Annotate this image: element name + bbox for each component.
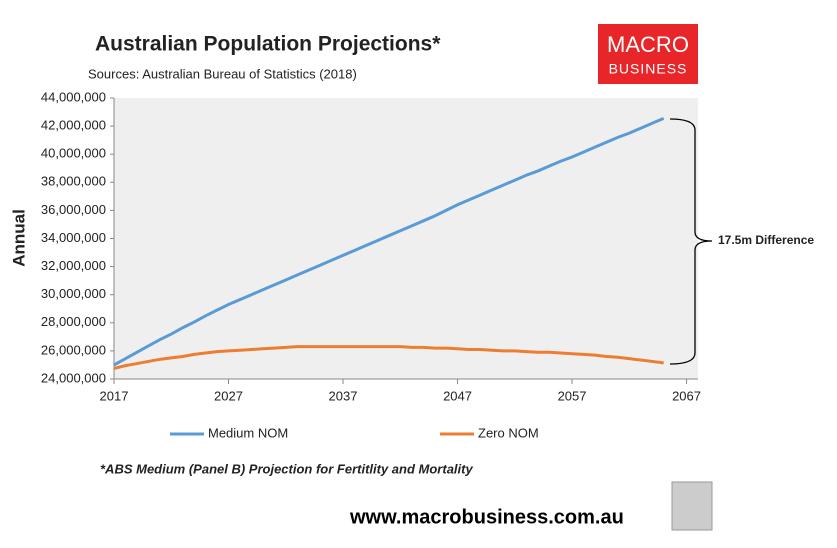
y-tick-label: 36,000,000 — [41, 202, 106, 217]
series-line — [113, 116, 665, 367]
y-tick-label: 30,000,000 — [41, 286, 106, 301]
wolf-icon — [671, 481, 713, 531]
y-tick-label: 32,000,000 — [41, 258, 106, 273]
logo-text: BUSINESS — [609, 61, 688, 77]
x-tick-label: 2037 — [329, 388, 358, 403]
y-tick-label: 44,000,000 — [41, 89, 106, 104]
legend-label: Zero NOM — [478, 425, 539, 440]
y-tick-label: 42,000,000 — [41, 118, 106, 133]
logo-box — [598, 24, 698, 84]
footnote: *ABS Medium (Panel B) Projection for Fer… — [100, 461, 473, 476]
y-tick-label: 38,000,000 — [41, 174, 106, 189]
brace — [669, 118, 713, 365]
legend-label: Medium NOM — [208, 425, 288, 440]
y-axis-label: Annual — [9, 209, 28, 267]
series-line — [113, 345, 664, 370]
y-tick-label: 24,000,000 — [41, 370, 106, 385]
website: www.macrobusiness.com.au — [349, 506, 624, 528]
x-tick-label: 2067 — [672, 388, 701, 403]
x-tick-label: 2057 — [558, 388, 587, 403]
y-tick-label: 40,000,000 — [41, 146, 106, 161]
y-tick-label: 28,000,000 — [41, 314, 106, 329]
y-tick-label: 34,000,000 — [41, 230, 106, 245]
x-tick-label: 2027 — [214, 388, 243, 403]
chart-title: Australian Population Projections* — [95, 33, 441, 56]
logo-text: MACRO — [607, 32, 689, 57]
y-tick-label: 26,000,000 — [41, 342, 106, 357]
x-tick-label: 2017 — [100, 388, 129, 403]
x-tick-label: 2047 — [443, 388, 472, 403]
annotation: 17.5m Difference — [718, 233, 814, 247]
subtitle: Sources: Australian Bureau of Statistics… — [88, 66, 357, 81]
